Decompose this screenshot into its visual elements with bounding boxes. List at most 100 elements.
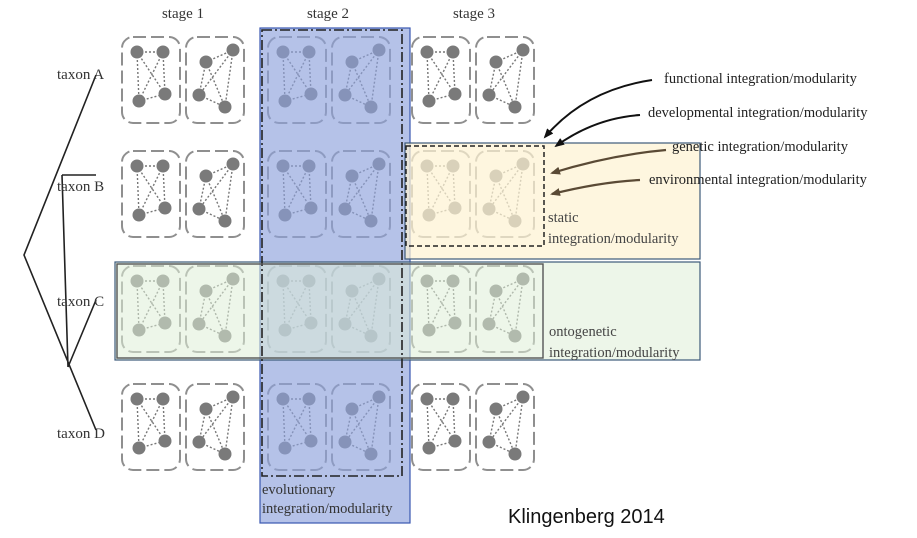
module-edge bbox=[205, 408, 226, 455]
label-developmental: developmental integration/modularity bbox=[648, 105, 868, 121]
module-node bbox=[158, 87, 172, 101]
module-node bbox=[130, 45, 144, 59]
module-box bbox=[411, 36, 471, 124]
module-node bbox=[130, 392, 144, 406]
network-module bbox=[411, 36, 471, 124]
static-region bbox=[404, 142, 701, 260]
module-edge bbox=[136, 51, 166, 95]
network-module bbox=[121, 383, 181, 471]
module-node bbox=[158, 201, 172, 215]
module-node bbox=[199, 402, 213, 416]
module-node bbox=[482, 88, 496, 102]
module-node bbox=[422, 94, 436, 108]
network-module bbox=[121, 150, 181, 238]
module-node bbox=[218, 214, 232, 228]
arrow-genetic bbox=[550, 148, 667, 175]
module-edge bbox=[428, 398, 454, 449]
module-edge bbox=[205, 175, 226, 222]
label-environmental: environmental integration/modularity bbox=[649, 172, 868, 188]
module-box bbox=[185, 150, 245, 238]
module-node bbox=[156, 392, 170, 406]
module-edge bbox=[162, 398, 166, 442]
module-node bbox=[192, 88, 206, 102]
module-edge bbox=[198, 163, 234, 210]
module-box bbox=[185, 383, 245, 471]
static-outline bbox=[405, 145, 545, 247]
module-node bbox=[156, 45, 170, 59]
module-node bbox=[446, 45, 460, 59]
network-module bbox=[185, 150, 245, 238]
module-edge bbox=[495, 408, 516, 455]
module-node bbox=[226, 157, 240, 171]
module-edge bbox=[514, 396, 524, 455]
module-node bbox=[448, 87, 462, 101]
module-node bbox=[422, 441, 436, 455]
citation-credit: Klingenberg 2014 bbox=[508, 506, 665, 528]
module-node bbox=[446, 392, 460, 406]
static-label-line1: static bbox=[548, 210, 579, 226]
module-box bbox=[121, 150, 181, 238]
module-edge bbox=[205, 61, 226, 108]
module-edge bbox=[224, 396, 234, 455]
module-edge bbox=[224, 49, 234, 108]
module-edge bbox=[162, 51, 166, 95]
network-module bbox=[475, 383, 535, 471]
module-node bbox=[156, 159, 170, 173]
module-edge bbox=[136, 398, 140, 449]
module-edge bbox=[452, 51, 456, 95]
module-node bbox=[130, 159, 144, 173]
module-node bbox=[482, 435, 496, 449]
module-node bbox=[516, 390, 530, 404]
module-box bbox=[185, 36, 245, 124]
evolutionary-outline bbox=[261, 29, 403, 477]
taxon-b-label: taxon B bbox=[57, 179, 104, 195]
taxon-c-label: taxon C bbox=[57, 294, 104, 310]
module-box bbox=[475, 36, 535, 124]
ontogenetic-label-line1: ontogenetic bbox=[549, 324, 617, 340]
module-edge bbox=[428, 51, 454, 102]
module-node bbox=[132, 208, 146, 222]
module-edge bbox=[224, 163, 234, 222]
module-edge bbox=[198, 49, 234, 96]
module-edge bbox=[138, 398, 164, 449]
static-label-line2: integration/modularity bbox=[548, 231, 679, 247]
module-node bbox=[192, 435, 206, 449]
arrow-functional bbox=[543, 79, 653, 139]
module-edge bbox=[136, 165, 140, 216]
network-module bbox=[411, 383, 471, 471]
module-node bbox=[158, 434, 172, 448]
module-edge bbox=[426, 51, 456, 95]
arrow-environmental bbox=[550, 178, 641, 196]
network-module bbox=[185, 383, 245, 471]
module-node bbox=[218, 447, 232, 461]
module-node bbox=[199, 169, 213, 183]
ontogenetic-outline bbox=[116, 263, 544, 359]
module-edge bbox=[488, 49, 524, 96]
stage-2-label: stage 2 bbox=[307, 6, 349, 22]
module-box bbox=[121, 36, 181, 124]
module-node bbox=[226, 390, 240, 404]
module-node bbox=[448, 434, 462, 448]
evolutionary-label-line2: integration/modularity bbox=[262, 501, 393, 517]
module-edge bbox=[488, 396, 524, 443]
module-edge bbox=[426, 398, 456, 442]
module-edge bbox=[426, 398, 430, 449]
module-edge bbox=[514, 49, 524, 108]
module-edge bbox=[198, 396, 234, 443]
phylogenetic-tree bbox=[23, 74, 97, 431]
label-genetic: genetic integration/modularity bbox=[672, 139, 849, 155]
label-functional: functional integration/modularity bbox=[664, 71, 858, 87]
module-node bbox=[132, 94, 146, 108]
module-edge bbox=[136, 51, 140, 102]
module-edge bbox=[452, 398, 456, 442]
module-edge bbox=[138, 51, 164, 102]
module-node bbox=[516, 43, 530, 57]
module-node bbox=[508, 100, 522, 114]
taxon-a-label: taxon A bbox=[57, 67, 104, 83]
module-edge bbox=[138, 165, 164, 216]
module-box bbox=[121, 383, 181, 471]
module-node bbox=[218, 100, 232, 114]
evolutionary-label-line1: evolutionary bbox=[262, 482, 336, 498]
network-module bbox=[185, 36, 245, 124]
